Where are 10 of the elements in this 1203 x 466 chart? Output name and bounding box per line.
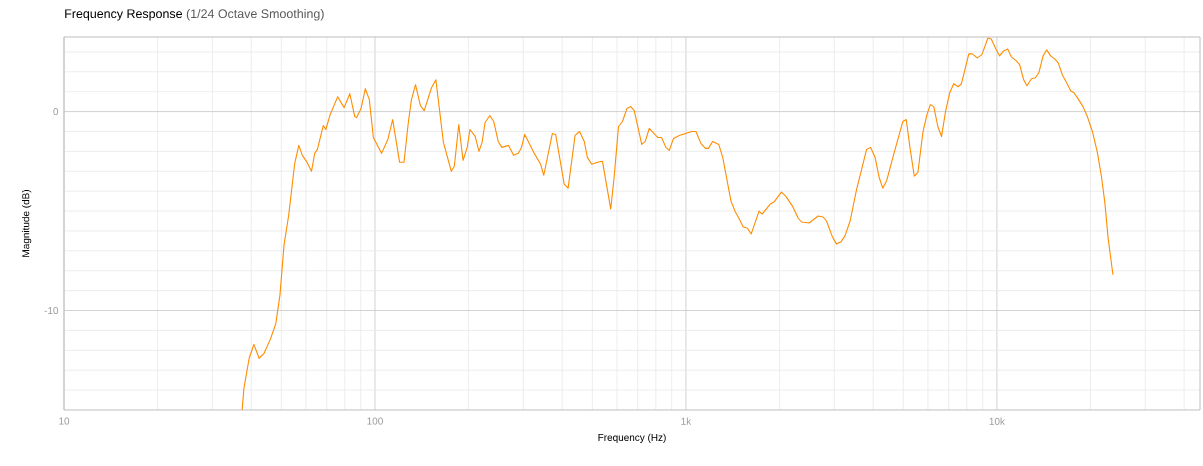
x-tick-label: 1k bbox=[681, 417, 692, 425]
chart-title: Frequency Response bbox=[65, 9, 182, 21]
x-tick-label: 100 bbox=[367, 417, 383, 425]
x-tick-label: 10 bbox=[59, 417, 70, 425]
y-tick-label: -10 bbox=[44, 306, 59, 315]
x-axis-title: Frequency (Hz) bbox=[598, 433, 666, 443]
chart-subtitle: (1/24 Octave Smoothing) bbox=[186, 8, 324, 21]
y-tick-label: 0 bbox=[53, 108, 59, 116]
y-axis-title: Magnitude (dB) bbox=[21, 190, 32, 257]
x-tick-label: 10k bbox=[989, 417, 1005, 425]
